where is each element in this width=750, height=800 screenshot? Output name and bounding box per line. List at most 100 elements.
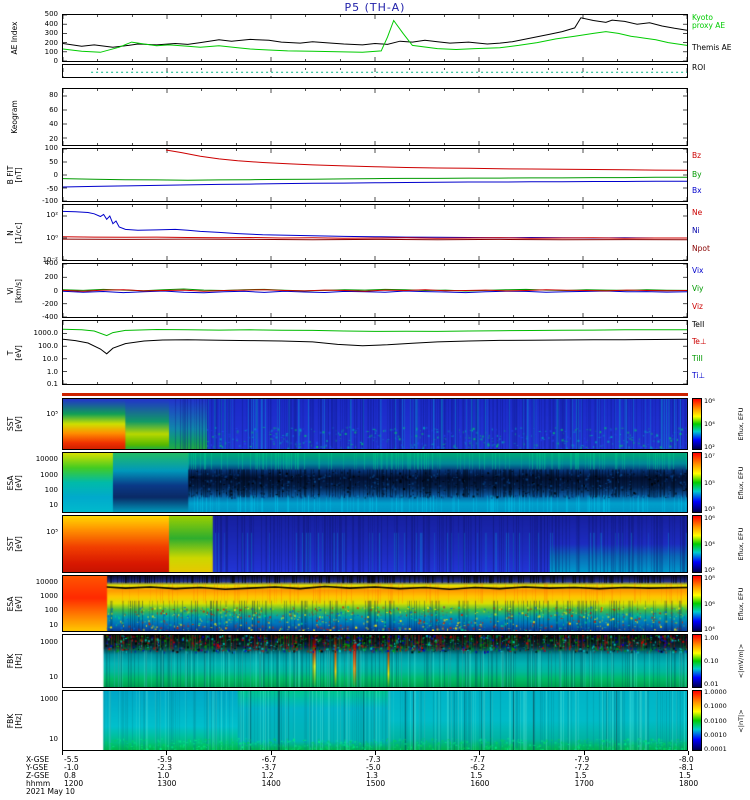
ylabel-text-keogram: Keogram — [10, 100, 19, 134]
ytick-esa_ion-0: 10000 — [35, 455, 58, 464]
series-Viz — [63, 289, 687, 292]
axis-value-1-3: -5.0 — [366, 763, 381, 772]
colorbar-unit-fbk_e: <|mV/m|> — [734, 634, 748, 688]
colorbar-unit-text-fbk_e: <|mV/m|> — [737, 643, 745, 679]
colorbar-tick-esa_elec-0: 10⁸ — [704, 574, 715, 583]
colorbar-tick-esa_elec-2: 10⁴ — [704, 624, 715, 633]
panel-fbk_e — [62, 634, 688, 688]
colorbar-esa_ion — [692, 452, 702, 513]
colorbar-unit-text-sst_elec: Eflux, EFU — [737, 527, 745, 561]
right-label-velocity-0: Vix — [692, 266, 704, 276]
ytick-esa_ion-1: 1000 — [40, 470, 58, 479]
ytick-bfit-2: 0 — [53, 171, 58, 179]
panel-density — [62, 204, 688, 261]
axis-value-2-6: 1.5 — [679, 771, 691, 780]
ytick-velocity-1: 200 — [44, 272, 58, 281]
right-label-temperature-3: Ti⊥ — [692, 371, 705, 380]
ytick-bfit-3: -50 — [46, 184, 58, 193]
colorbar-tick-fbk_b-4: 0.0001 — [704, 744, 727, 753]
ytick-ae-2: 300 — [44, 29, 58, 38]
ylabel-text-fbk_e: FBK [Hz] — [6, 653, 23, 669]
axis-value-2-2: 1.2 — [261, 771, 274, 780]
ytick-temperature-3: 1.0 — [46, 368, 58, 376]
panel-fbk_b — [62, 690, 688, 751]
spectrogram-fbk_b — [63, 691, 687, 750]
right-label-velocity-2: Viz — [692, 301, 703, 311]
ytick-keogram-2: 40 — [49, 120, 58, 129]
ytick-bfit-0: 100 — [44, 144, 58, 152]
ylabel-density: N [1/cc] — [2, 204, 28, 261]
axis-value-0-4: -7.7 — [470, 755, 485, 764]
ytick-fbk_b-1: 10 — [49, 734, 58, 743]
axis-row-label-1: Y-GSE — [26, 763, 48, 772]
ytick-bfit-4: -100 — [42, 197, 58, 205]
ytick-density-0: 10² — [46, 211, 58, 220]
panel-bfit — [62, 148, 688, 202]
axis-value-3-6: 1800 — [679, 779, 699, 788]
panel-sst_elec — [62, 515, 688, 573]
ytick-keogram-0: 80 — [49, 91, 58, 100]
colorbar-tick-sst_ion-0: 10⁶ — [704, 397, 715, 406]
ytick-bfit-1: 50 — [49, 157, 58, 166]
ytick-esa_ion-2: 100 — [44, 485, 58, 494]
plot-density — [63, 205, 687, 260]
colorbar-tick-esa_elec-1: 10⁶ — [704, 599, 715, 608]
colorbar-tick-esa_ion-1: 10⁵ — [704, 478, 715, 487]
ylabel-text-velocity: Vi [km/s] — [6, 278, 23, 303]
colorbar-unit-text-esa_ion: Eflux, EFU — [737, 466, 745, 499]
panel-ae — [62, 14, 688, 62]
colorbar-tick-fbk_e-0: 1.00 — [704, 634, 719, 643]
ylabel-text-bfit: B FIT [nT] — [6, 165, 23, 185]
ytick-velocity-3: -200 — [42, 300, 58, 309]
ytick-ae-1: 400 — [44, 19, 58, 28]
right-label-density-1: Ni — [692, 225, 700, 235]
axis-value-2-0: 0.8 — [64, 771, 76, 780]
xtick-mark-5 — [583, 751, 585, 755]
spectrogram-sst_ion — [63, 399, 687, 449]
axis-row-label-0: X-GSE — [26, 755, 50, 764]
xtick-mark-0 — [62, 751, 63, 755]
axis-value-2-5: 1.5 — [574, 771, 587, 780]
colorbar-fbk_e — [692, 634, 702, 688]
xtick-mark-2 — [270, 751, 272, 755]
right-label-temperature-2: TiII — [692, 354, 703, 364]
ytick-temperature-1: 100.0 — [37, 342, 58, 350]
axis-value-3-0: 1200 — [64, 779, 84, 788]
series-Viy — [63, 288, 687, 292]
axis-value-0-1: -5.9 — [157, 755, 172, 764]
ylabel-velocity: Vi [km/s] — [2, 263, 28, 318]
ytick-fbk_b-0: 1000 — [40, 695, 58, 704]
ytick-velocity-4: -400 — [42, 313, 58, 321]
colorbar-unit-text-esa_elec: Eflux, EFU — [737, 587, 745, 620]
ytick-fbk_e-0: 1000 — [40, 638, 58, 647]
axis-value-1-1: -2.3 — [157, 763, 172, 772]
ytick-temperature-0: 1000.0 — [33, 329, 59, 337]
flag-bar — [62, 393, 688, 396]
spectrogram-esa_elec — [63, 576, 687, 631]
axis-value-1-5: -7.2 — [574, 763, 590, 772]
colorbar-sst_elec — [692, 515, 702, 573]
ylabel-temperature: T [eV] — [2, 320, 28, 385]
colorbar-tick-esa_ion-2: 10³ — [704, 505, 715, 514]
series-Themis AE — [63, 17, 687, 48]
series-TeII — [63, 338, 687, 355]
plot-roi — [63, 68, 687, 77]
right-label-bfit-1: By — [692, 169, 702, 179]
colorbar-tick-sst_ion-1: 10⁴ — [704, 420, 715, 428]
spectrogram-esa_ion — [63, 453, 687, 512]
colorbar-unit-text-fbk_b: <|nT|> — [737, 708, 745, 733]
series-Ni — [63, 210, 687, 239]
axis-value-1-6: -8.1 — [679, 763, 694, 772]
ylabel-text-esa_ion: ESA [eV] — [6, 474, 23, 491]
ylabel-text-fbk_b: FBK [Hz] — [6, 712, 23, 729]
ytick-ae-5: 0 — [53, 57, 58, 65]
ytick-esa_elec-1: 1000 — [40, 592, 58, 601]
plot-title: P5 (TH-A) — [344, 1, 406, 14]
xtick-mark-6 — [688, 751, 689, 755]
spectrogram-sst_elec — [63, 516, 687, 572]
ylabel-fbk_e: FBK [Hz] — [2, 634, 28, 688]
axis-value-0-6: -8.0 — [679, 755, 694, 764]
ylabel-text-sst_ion: SST [eV] — [6, 416, 23, 432]
colorbar-unit-text-sst_ion: Eflux, EFU — [737, 407, 745, 441]
series-Vix — [63, 290, 687, 294]
